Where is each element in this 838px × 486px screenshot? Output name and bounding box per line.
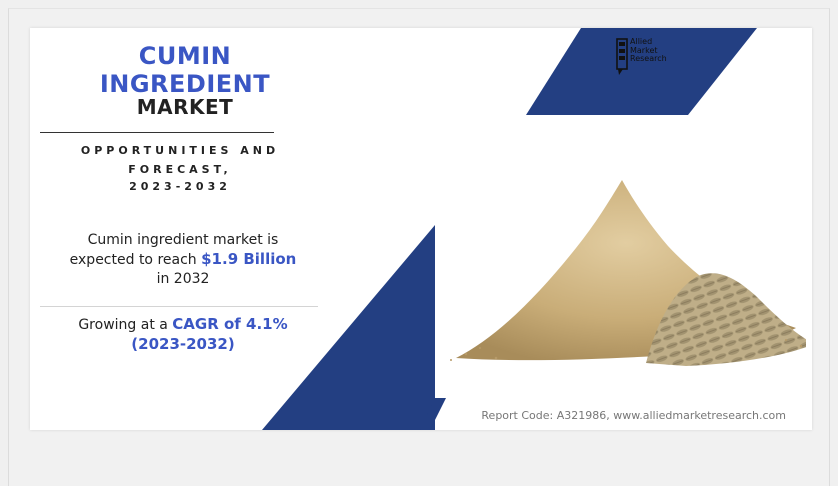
market-size-text-c: in 2032 <box>156 271 210 287</box>
market-size-text-b: expected to reach <box>69 252 202 268</box>
logo-text: Allied Market Research <box>630 37 667 64</box>
report-code: Report Code: A321986, www.alliedmarketre… <box>481 409 786 422</box>
market-size-statement: Cumin ingredient market is expected to r… <box>30 231 336 289</box>
market-size-text-a: Cumin ingredient market is <box>87 232 279 248</box>
logo-mark-icon <box>616 38 628 75</box>
market-size-line-2: expected to reach $1.9 Billion <box>30 250 336 270</box>
cagr-text: Growing at a <box>78 317 173 333</box>
cagr-statement: Growing at a CAGR of 4.1% (2023-2032) <box>30 315 336 354</box>
cumin-seed-pile <box>646 273 806 366</box>
cagr-period: (2023-2032) <box>131 335 235 353</box>
subtitle-line-1: OPPORTUNITIES AND <box>80 144 280 157</box>
title-line-2: INGREDIENT <box>99 70 271 98</box>
cagr-line-1: Growing at a CAGR of 4.1% <box>30 315 336 335</box>
top-navy-parallelogram <box>526 28 757 115</box>
subtitle-line-3: 2023-2032 <box>129 180 231 193</box>
logo-line-1: Allied <box>630 37 653 46</box>
subtitle-line-2: FORECAST, <box>128 163 232 176</box>
bottom-navy-tab <box>420 398 446 430</box>
company-logo: Allied Market Research <box>616 37 696 78</box>
bottom-navy-triangle <box>262 225 435 430</box>
title-line-1: CUMIN <box>138 42 232 70</box>
logo-line-3: Research <box>630 54 667 63</box>
cumin-product-image <box>450 180 806 366</box>
title-line-3: MARKET <box>136 95 234 119</box>
stat-divider <box>40 306 318 307</box>
cagr-value: CAGR of 4.1% <box>172 315 288 333</box>
logo-line-2: Market <box>630 45 658 55</box>
infographic-card: CUMIN INGREDIENT MARKET OPPORTUNITIES AN… <box>30 28 812 430</box>
powder-scatter <box>450 339 803 361</box>
title-divider <box>40 132 274 133</box>
decorative-shapes <box>262 28 757 430</box>
market-size-value: $1.9 Billion <box>201 250 297 268</box>
